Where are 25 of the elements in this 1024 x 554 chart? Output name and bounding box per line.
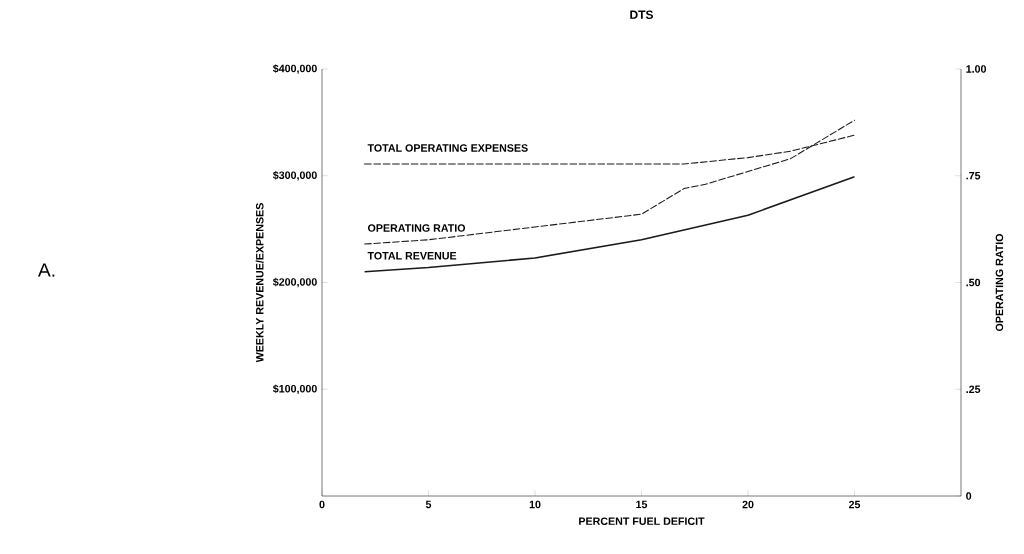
y-tick-label: $200,000 — [272, 277, 317, 288]
x-tick-label: 10 — [529, 500, 541, 509]
series-label: TOTAL OPERATING EXPENSES — [367, 144, 528, 152]
series-label: OPERATING RATIO — [367, 224, 466, 232]
y-axis-title: WEEKLY REVENUE/EXPENSES — [255, 203, 264, 363]
text: A. — [37, 263, 55, 277]
series-label: TOTAL REVENUE — [367, 252, 457, 260]
y2-axis-title: OPERATING RATIO — [995, 233, 1004, 332]
line-series — [363, 176, 856, 273]
y2-tick-label: 1.00 — [966, 65, 987, 73]
y2-tick-label: .50 — [966, 278, 981, 287]
line-series — [364, 119, 856, 245]
x-tick-label: 15 — [636, 500, 648, 509]
y-tick-label: $300,000 — [272, 170, 317, 181]
x-tick-label: 0 — [319, 500, 325, 509]
x-tick-label: 5 — [425, 500, 432, 509]
x-tick-label: 25 — [848, 500, 861, 509]
x-tick-label: 20 — [742, 500, 754, 509]
chart-title: DTS — [630, 10, 654, 19]
y2-tick-label: .75 — [966, 172, 981, 180]
y-tick-label: $100,000 — [272, 384, 317, 395]
y2-tick-label: 0 — [966, 492, 972, 500]
x-axis-title: PERCENT FUEL DEFICIT — [579, 517, 705, 525]
y-tick-label: $400,000 — [272, 64, 317, 74]
y2-tick-label: .25 — [966, 385, 981, 394]
